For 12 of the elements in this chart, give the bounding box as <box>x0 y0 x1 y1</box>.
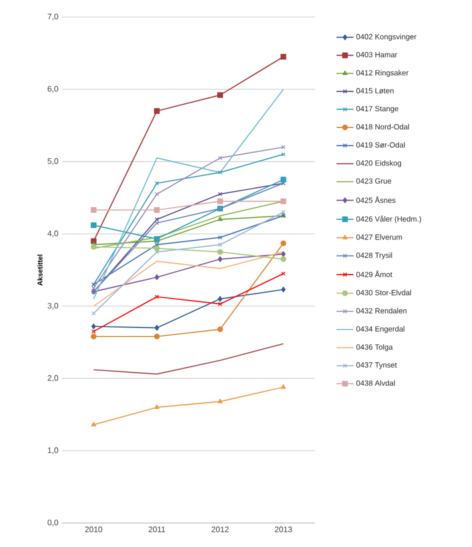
x-tick-label: 2013 <box>274 526 292 532</box>
y-tick-label: 5,0 <box>48 158 58 165</box>
x-tick-label: 2012 <box>212 526 229 532</box>
y-tick-label: 3,0 <box>48 302 58 310</box>
x-tick-label: 2010 <box>85 526 102 532</box>
y-tick-label: 0,0 <box>48 520 58 526</box>
y-tick-label: 6,0 <box>48 86 58 93</box>
y-tick-label: 2,0 <box>48 375 58 382</box>
y-tick-label: 4,0 <box>48 230 58 238</box>
x-tick-label: 2011 <box>148 526 166 532</box>
y-tick-label: 7,0 <box>48 14 58 20</box>
y-tick-label: 1,0 <box>48 447 58 454</box>
